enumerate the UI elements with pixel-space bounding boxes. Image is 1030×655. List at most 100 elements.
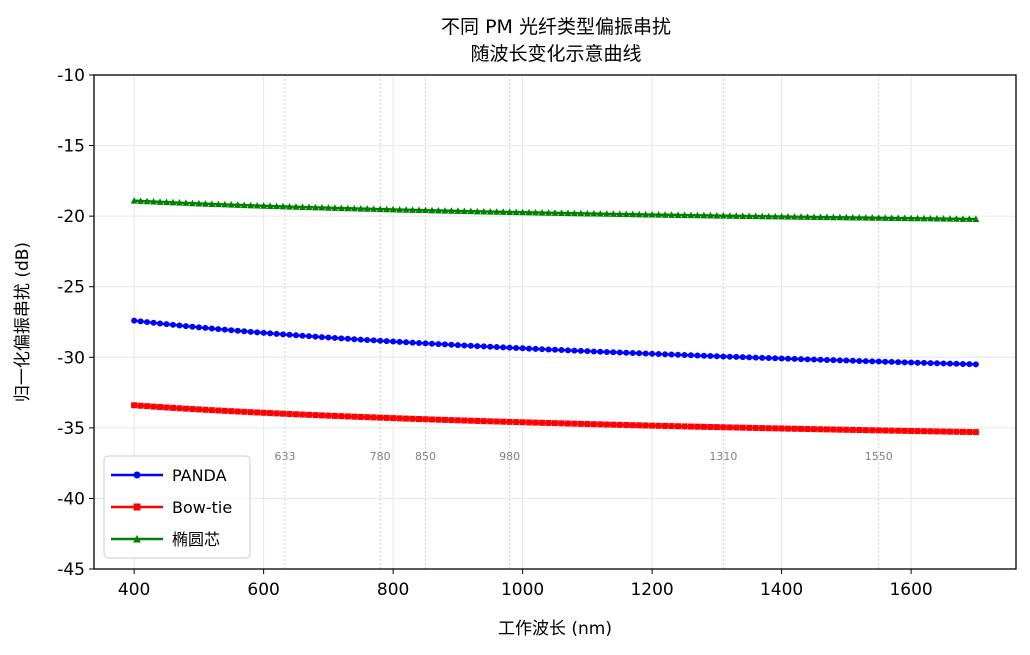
data-point xyxy=(940,360,947,367)
data-point xyxy=(493,208,501,215)
data-point xyxy=(836,357,843,364)
data-point xyxy=(176,405,183,412)
data-point xyxy=(467,342,474,349)
data-point xyxy=(176,199,183,206)
data-point xyxy=(629,350,636,357)
data-point xyxy=(921,428,928,435)
data-point xyxy=(396,338,403,345)
reference-wavelength-label: 780 xyxy=(370,450,391,463)
data-point xyxy=(584,421,591,428)
data-point xyxy=(940,428,947,435)
data-point xyxy=(817,426,824,433)
data-point xyxy=(707,423,714,430)
data-point xyxy=(934,360,941,367)
x-tick-label: 1200 xyxy=(630,580,673,600)
data-point xyxy=(487,418,494,425)
data-point xyxy=(143,197,151,205)
data-point xyxy=(629,210,637,218)
series-square xyxy=(131,402,979,436)
x-tick-label: 1400 xyxy=(760,580,803,600)
data-point xyxy=(946,215,954,222)
data-point xyxy=(137,197,145,204)
data-point xyxy=(247,409,254,416)
data-point xyxy=(868,214,876,221)
data-point xyxy=(726,212,734,219)
data-point xyxy=(635,210,643,218)
data-point xyxy=(241,328,248,335)
data-point xyxy=(486,207,494,215)
data-point xyxy=(558,420,565,427)
data-point xyxy=(649,422,656,429)
data-point xyxy=(713,424,720,431)
data-point xyxy=(500,418,507,425)
data-point xyxy=(603,348,610,355)
data-point xyxy=(804,356,811,363)
data-point xyxy=(221,407,228,414)
data-point xyxy=(603,421,610,428)
data-point xyxy=(214,200,222,208)
data-point xyxy=(552,420,558,427)
data-point xyxy=(927,214,934,222)
data-point xyxy=(733,353,740,360)
data-point xyxy=(798,356,805,363)
data-point xyxy=(234,201,242,208)
chart-title-line-2: 随波长变化示意曲线 xyxy=(470,43,641,65)
data-point xyxy=(836,426,843,433)
data-point xyxy=(325,334,332,341)
data-point xyxy=(674,211,682,218)
reference-wavelength-label: 1550 xyxy=(865,450,893,463)
data-point xyxy=(804,213,811,220)
data-point xyxy=(402,206,410,213)
data-point xyxy=(227,201,235,208)
x-tick-label: 800 xyxy=(377,580,409,600)
data-point xyxy=(959,215,967,222)
data-point xyxy=(869,427,876,434)
data-point xyxy=(357,336,364,343)
data-point xyxy=(299,411,306,418)
data-point xyxy=(810,213,818,220)
data-point xyxy=(953,360,960,367)
data-point xyxy=(694,211,701,219)
data-point xyxy=(325,412,332,419)
data-point xyxy=(888,427,895,434)
data-point xyxy=(253,201,261,209)
data-point xyxy=(506,418,513,425)
data-point xyxy=(577,347,584,354)
data-point xyxy=(156,198,164,205)
data-point xyxy=(409,206,416,213)
data-point xyxy=(331,334,338,341)
data-point xyxy=(396,415,403,422)
data-point xyxy=(273,330,280,337)
data-point xyxy=(545,346,552,353)
data-point xyxy=(590,348,597,355)
reference-wavelength-label: 1310 xyxy=(709,450,737,463)
data-point xyxy=(636,422,643,429)
data-point xyxy=(745,212,753,220)
data-point xyxy=(862,214,870,221)
data-point xyxy=(163,404,170,411)
data-point xyxy=(460,207,468,215)
data-point xyxy=(733,424,740,431)
data-point xyxy=(629,422,636,429)
data-point xyxy=(668,423,675,430)
data-point xyxy=(752,354,759,361)
data-point xyxy=(914,359,921,366)
data-point xyxy=(377,414,384,421)
data-point xyxy=(584,348,591,355)
data-point xyxy=(888,214,896,221)
data-point xyxy=(875,214,883,221)
y-tick-label: -25 xyxy=(57,278,85,298)
data-point xyxy=(571,420,578,427)
data-point xyxy=(965,215,973,222)
data-point xyxy=(532,419,539,426)
data-point xyxy=(202,406,209,413)
data-point xyxy=(215,407,222,414)
data-point xyxy=(668,351,675,358)
data-point xyxy=(849,213,857,221)
data-point xyxy=(150,197,157,205)
data-point xyxy=(221,326,228,333)
data-point xyxy=(545,209,552,216)
data-point xyxy=(966,361,973,368)
data-point xyxy=(312,203,319,211)
data-point xyxy=(946,428,953,435)
